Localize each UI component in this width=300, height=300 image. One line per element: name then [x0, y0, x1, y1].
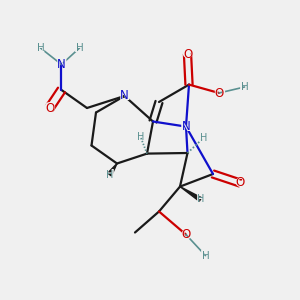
Text: N: N [120, 89, 129, 103]
Text: O: O [182, 228, 190, 241]
Text: O: O [214, 86, 224, 100]
Polygon shape [107, 164, 117, 176]
Text: O: O [180, 228, 192, 242]
Text: H: H [35, 41, 46, 55]
Text: H: H [197, 194, 204, 205]
Text: N: N [57, 58, 66, 71]
Text: N: N [119, 89, 130, 103]
Text: O: O [183, 47, 192, 61]
Text: H: H [199, 131, 208, 145]
Text: H: H [239, 80, 250, 94]
Text: H: H [76, 43, 83, 53]
Text: N: N [182, 120, 190, 133]
Text: N: N [180, 120, 192, 134]
Text: H: H [136, 130, 145, 143]
Text: H: H [37, 43, 44, 53]
Text: H: H [105, 168, 114, 181]
Text: H: H [74, 41, 85, 55]
Text: H: H [202, 250, 209, 261]
Text: H: H [200, 133, 207, 143]
Polygon shape [180, 187, 202, 201]
Text: O: O [236, 176, 244, 190]
Text: H: H [241, 82, 248, 92]
Text: O: O [182, 47, 194, 61]
Text: H: H [196, 193, 205, 206]
Text: H: H [200, 249, 211, 262]
Text: H: H [137, 131, 144, 142]
Text: H: H [106, 169, 113, 180]
Text: O: O [45, 101, 54, 115]
Text: N: N [56, 58, 67, 71]
Text: O: O [213, 86, 225, 100]
Text: O: O [234, 176, 246, 190]
Text: O: O [44, 101, 56, 115]
